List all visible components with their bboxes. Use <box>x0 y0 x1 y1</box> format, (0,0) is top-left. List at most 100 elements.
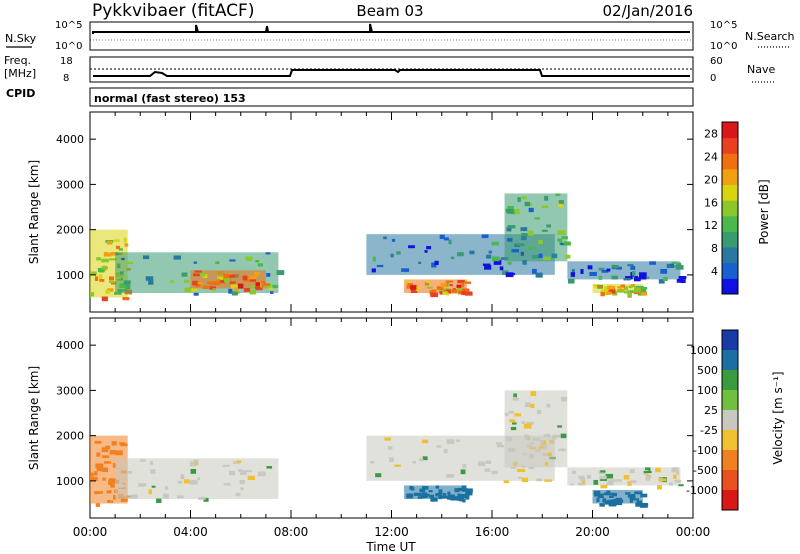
echo-cell <box>540 439 544 444</box>
echo-cell <box>439 234 445 240</box>
echo-cell <box>193 292 199 296</box>
echo-cell <box>257 471 266 477</box>
echo-cell <box>502 270 509 275</box>
echo-cell <box>266 272 271 277</box>
echo-cell <box>405 280 410 285</box>
echo-cell <box>229 259 236 262</box>
velocity-colorbar-tick: -500 <box>693 464 718 477</box>
echo-cell <box>215 261 220 265</box>
echo-cell <box>375 473 382 478</box>
echo-cell <box>491 241 499 246</box>
echo-cell <box>197 496 206 500</box>
echo-cell <box>461 485 466 491</box>
echo-cell <box>532 268 537 274</box>
echo-cell <box>389 457 394 463</box>
echo-cell <box>500 257 509 260</box>
echo-cell <box>140 459 146 462</box>
date-title: 02/Jan/2016 <box>603 2 694 20</box>
echo-cell <box>605 473 614 479</box>
echo-cell <box>407 493 413 497</box>
echo-cell <box>516 243 525 247</box>
echo-cell <box>445 280 454 283</box>
echo-cell <box>197 477 201 480</box>
echo-cell <box>461 493 468 499</box>
echo-cell <box>630 266 636 270</box>
echo-cell <box>118 248 123 251</box>
echo-cell <box>604 492 611 496</box>
echo-cell <box>553 434 561 438</box>
echo-cell <box>510 426 517 431</box>
echo-cell <box>601 269 609 273</box>
echo-cell <box>543 256 551 261</box>
echo-cell <box>111 282 117 285</box>
echo-cell <box>253 271 260 276</box>
echo-cell <box>217 276 224 279</box>
echo-cell <box>517 197 521 202</box>
y-tick-label: 2000 <box>56 224 84 237</box>
echo-cell <box>598 267 605 271</box>
echo-cell <box>678 484 684 487</box>
echo-cell <box>255 282 261 287</box>
echo-cell <box>194 270 202 273</box>
y-tick-label: 4000 <box>56 133 84 146</box>
echo-cell <box>222 464 230 467</box>
echo-cell <box>593 479 599 485</box>
echo-cell <box>557 425 563 428</box>
echo-cell <box>657 485 662 490</box>
echo-cell <box>101 467 109 473</box>
echo-cell <box>544 461 548 466</box>
echo-cell <box>90 292 95 297</box>
echo-cell <box>536 478 543 482</box>
echo-cell <box>263 283 271 286</box>
echo-cell <box>449 284 453 287</box>
echo-cell <box>451 289 458 294</box>
echo-cell <box>484 468 491 472</box>
echo-cell <box>109 258 117 261</box>
echo-cell <box>609 495 614 498</box>
echo-cell <box>148 489 153 495</box>
echo-cell <box>434 260 439 265</box>
echo-cell <box>596 497 600 503</box>
echo-cell <box>446 474 455 478</box>
echo-cell <box>439 495 447 499</box>
echo-cell <box>542 453 551 456</box>
echo-cell <box>173 255 181 260</box>
x-tick-label: 00:00 <box>676 525 711 539</box>
echo-cell <box>630 480 637 483</box>
echo-cell <box>614 479 622 482</box>
echo-cell <box>390 253 394 258</box>
y-tick-label: 2000 <box>56 430 84 443</box>
power-colorbar-swatch <box>722 168 738 186</box>
echo-cell <box>253 275 258 278</box>
echo-cell <box>106 240 113 245</box>
echo-cell <box>108 480 113 486</box>
echo-cell <box>209 286 216 290</box>
echo-cell <box>162 493 169 499</box>
power-colorbar-swatch <box>722 153 738 170</box>
echo-cell <box>537 409 542 415</box>
echo-cell <box>675 265 684 270</box>
echo-cell <box>678 275 687 280</box>
echo-cell <box>618 288 622 292</box>
echo-cell <box>384 437 391 441</box>
echo-cell <box>611 492 617 497</box>
echo-cell <box>189 461 196 467</box>
echo-cell <box>460 469 466 475</box>
power-echo-layer <box>90 193 687 302</box>
echo-cell <box>543 444 548 449</box>
freq-label-1: Freq. <box>4 54 31 67</box>
echo-cell <box>524 434 529 440</box>
echo-cell <box>635 502 642 507</box>
echo-cell <box>268 287 274 291</box>
velocity-colorbar-swatch <box>722 430 738 451</box>
echo-cell <box>249 279 257 282</box>
echo-cell <box>579 476 586 481</box>
echo-cell <box>673 474 677 479</box>
echo-cell <box>255 260 260 263</box>
echo-cell <box>242 275 248 281</box>
echo-cell <box>101 296 108 302</box>
echo-cell <box>255 286 261 290</box>
echo-cell <box>608 502 617 507</box>
echo-cell <box>521 232 528 237</box>
echo-cell <box>484 264 492 270</box>
